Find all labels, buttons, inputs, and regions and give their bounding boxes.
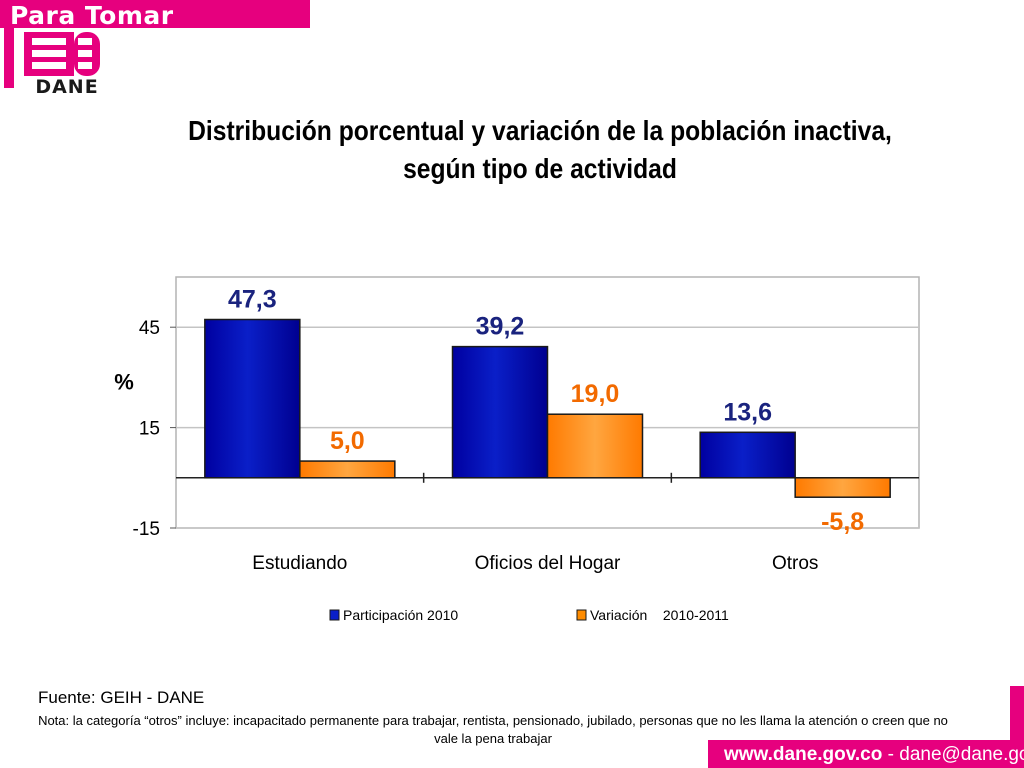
y-tick-label: 45	[139, 318, 160, 339]
data-label: 19,0	[571, 380, 620, 408]
bar-participacion	[204, 318, 301, 479]
y-tick-label: 15	[139, 419, 160, 440]
y-tick-label: -15	[133, 519, 160, 540]
separator: -	[882, 744, 900, 765]
right-accent-bar	[1010, 686, 1024, 740]
x-category-label: Oficios del Hogar	[475, 553, 621, 574]
dane-e-icon	[24, 32, 100, 76]
logo-text: DANE	[35, 76, 99, 98]
data-label: 47,3	[228, 286, 277, 314]
note-text: Nota: la categoría “otros” incluye: inca…	[38, 713, 948, 746]
dane-logo: DANE	[24, 32, 110, 98]
legend-label: Participación 2010	[343, 607, 458, 623]
email-link[interactable]: dane@dane.gov.co	[899, 744, 1024, 765]
legend-label: Variación 2010-2011	[590, 607, 729, 623]
data-label: -5,8	[821, 508, 864, 536]
footer-bar: www.dane.gov.co - dane@dane.gov.co	[708, 740, 1024, 768]
left-accent-bar	[4, 28, 14, 88]
data-label: 13,6	[723, 398, 772, 426]
data-label: 39,2	[476, 313, 525, 341]
source-text: Fuente: GEIH - DANE	[38, 688, 205, 707]
bar-variacion	[794, 477, 891, 498]
bar-participacion	[451, 345, 549, 479]
data-label: 5,0	[330, 427, 365, 455]
chart-title: Distribución porcentual y variación de l…	[188, 115, 892, 184]
bar-variacion	[299, 460, 396, 479]
legend-swatch	[576, 609, 587, 621]
x-category-label: Otros	[772, 553, 818, 574]
footer-contact: www.dane.gov.co - dane@dane.gov.co	[724, 744, 1024, 766]
x-category-label: Estudiando	[252, 553, 347, 574]
website-link[interactable]: www.dane.gov.co	[724, 744, 883, 765]
bar-participacion	[699, 431, 796, 479]
legend-swatch	[329, 609, 340, 621]
y-axis-label: %	[114, 369, 134, 394]
bar-variacion	[546, 413, 644, 479]
